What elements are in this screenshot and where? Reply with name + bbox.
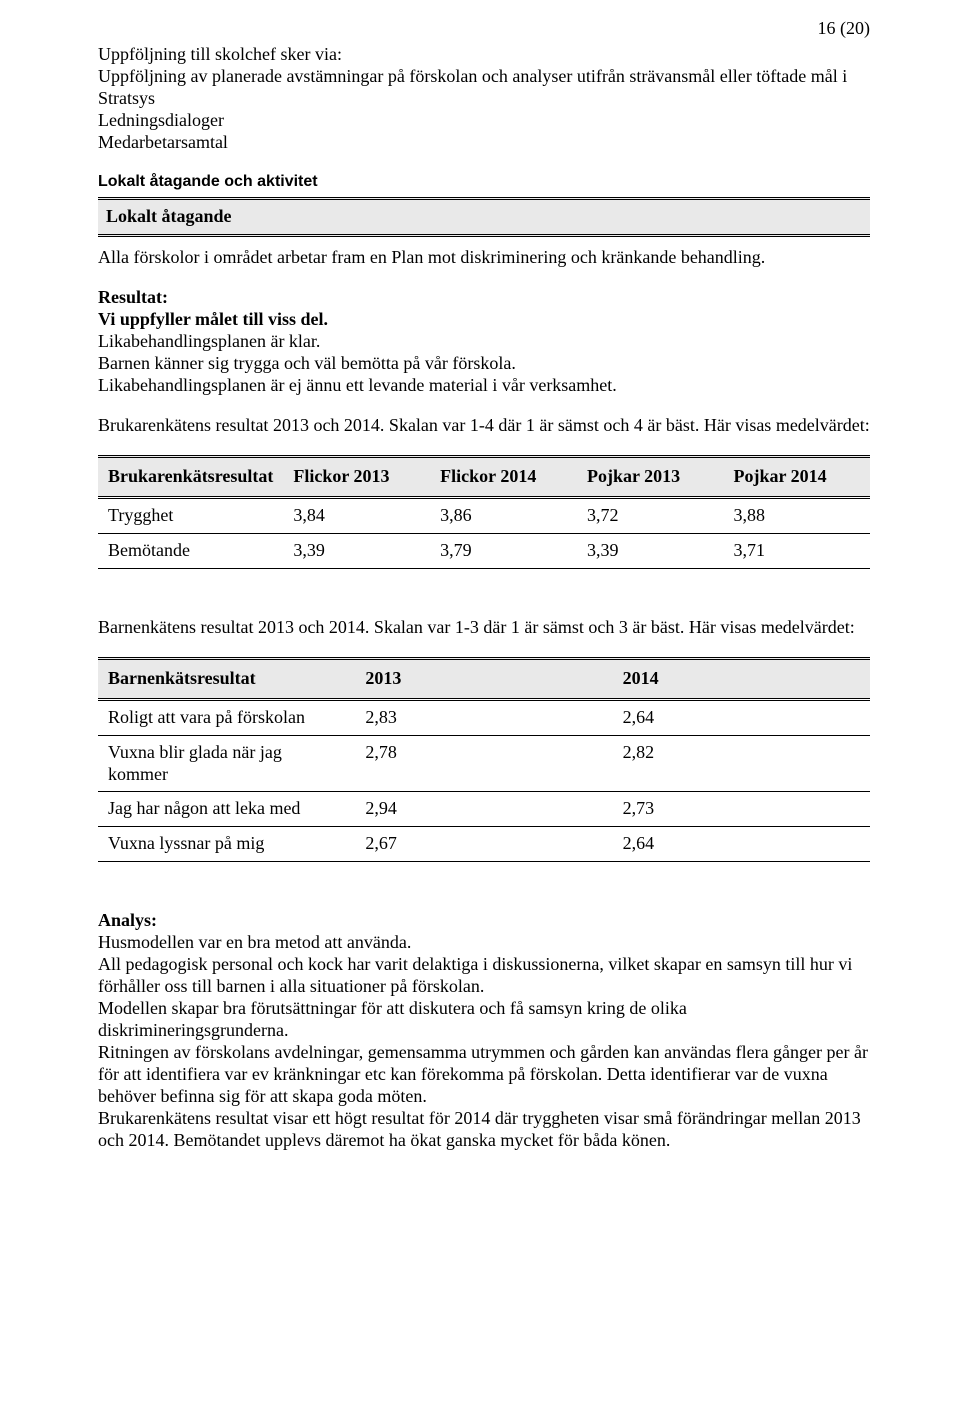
resultat-line-1: Vi uppfyller målet till viss del. xyxy=(98,309,870,331)
table-header: Flickor 2013 xyxy=(283,456,430,497)
table-header-row: Brukarenkätsresultat Flickor 2013 Flicko… xyxy=(98,456,870,497)
table-cell: Roligt att vara på förskolan xyxy=(98,699,355,735)
intro-line-2: Ledningsdialoger xyxy=(98,110,870,132)
table-cell: Jag har någon att leka med xyxy=(98,792,355,827)
analys-p3: Modellen skapar bra förutsättningar för … xyxy=(98,998,870,1042)
table-cell: 2,73 xyxy=(613,792,870,827)
table-cell: 3,72 xyxy=(577,497,724,533)
lokalt-text: Alla förskolor i området arbetar fram en… xyxy=(98,247,870,269)
resultat-line-3: Barnen känner sig trygga och väl bemötta… xyxy=(98,353,870,375)
table-cell: 3,79 xyxy=(430,533,577,568)
table-cell: 2,78 xyxy=(355,735,612,792)
table-cell: 2,94 xyxy=(355,792,612,827)
table-row: Vuxna blir glada när jag kommer 2,78 2,8… xyxy=(98,735,870,792)
table-cell: 2,64 xyxy=(613,699,870,735)
table-cell: 3,84 xyxy=(283,497,430,533)
table-header: 2013 xyxy=(355,658,612,699)
barn-intro: Barnenkätens resultat 2013 och 2014. Ska… xyxy=(98,617,870,639)
analys-heading: Analys: xyxy=(98,910,870,932)
analys-p4: Ritningen av förskolans avdelningar, gem… xyxy=(98,1042,870,1108)
table-cell: Vuxna lyssnar på mig xyxy=(98,827,355,862)
table-cell: 3,39 xyxy=(283,533,430,568)
brukar-intro: Brukarenkätens resultat 2013 och 2014. S… xyxy=(98,415,870,437)
table-row: Jag har någon att leka med 2,94 2,73 xyxy=(98,792,870,827)
resultat-line-2: Likabehandlingsplanen är klar. xyxy=(98,331,870,353)
page: 16 (20) Uppföljning till skolchef sker v… xyxy=(0,0,960,1192)
table-cell: 3,86 xyxy=(430,497,577,533)
analys-p2: All pedagogisk personal och kock har var… xyxy=(98,954,870,998)
table-row: Bemötande 3,39 3,79 3,39 3,71 xyxy=(98,533,870,568)
table-cell: Bemötande xyxy=(98,533,283,568)
table-row: Trygghet 3,84 3,86 3,72 3,88 xyxy=(98,497,870,533)
table-header: Pojkar 2014 xyxy=(723,456,870,497)
table-header: Barnenkätsresultat xyxy=(98,658,355,699)
spacer xyxy=(98,591,870,617)
table-header-row: Barnenkätsresultat 2013 2014 xyxy=(98,658,870,699)
table-cell: 3,71 xyxy=(723,533,870,568)
lokalt-box-heading: Lokalt åtagande xyxy=(98,197,870,237)
table-cell: Trygghet xyxy=(98,497,283,533)
table-cell: 3,88 xyxy=(723,497,870,533)
table-header: Pojkar 2013 xyxy=(577,456,724,497)
brukar-table: Brukarenkätsresultat Flickor 2013 Flicko… xyxy=(98,455,870,569)
table-cell: 2,82 xyxy=(613,735,870,792)
table-cell: 2,67 xyxy=(355,827,612,862)
intro-line-1: Uppföljning av planerade avstämningar på… xyxy=(98,66,870,110)
intro-line-3: Medarbetarsamtal xyxy=(98,132,870,154)
spacer xyxy=(98,884,870,910)
table-header: Brukarenkätsresultat xyxy=(98,456,283,497)
resultat-line-4: Likabehandlingsplanen är ej ännu ett lev… xyxy=(98,375,870,397)
page-number: 16 (20) xyxy=(98,18,870,40)
barn-table: Barnenkätsresultat 2013 2014 Roligt att … xyxy=(98,657,870,863)
table-cell: 2,83 xyxy=(355,699,612,735)
table-row: Vuxna lyssnar på mig 2,67 2,64 xyxy=(98,827,870,862)
analys-p5: Brukarenkätens resultat visar ett högt r… xyxy=(98,1108,870,1152)
analys-p1: Husmodellen var en bra metod att använda… xyxy=(98,932,870,954)
resultat-heading: Resultat: xyxy=(98,287,870,309)
table-cell: 2,64 xyxy=(613,827,870,862)
table-header: 2014 xyxy=(613,658,870,699)
table-header: Flickor 2014 xyxy=(430,456,577,497)
intro-heading: Uppföljning till skolchef sker via: xyxy=(98,44,870,66)
table-row: Roligt att vara på förskolan 2,83 2,64 xyxy=(98,699,870,735)
table-cell: Vuxna blir glada när jag kommer xyxy=(98,735,355,792)
table-cell: 3,39 xyxy=(577,533,724,568)
lokalt-small-heading: Lokalt åtagande och aktivitet xyxy=(98,172,870,192)
